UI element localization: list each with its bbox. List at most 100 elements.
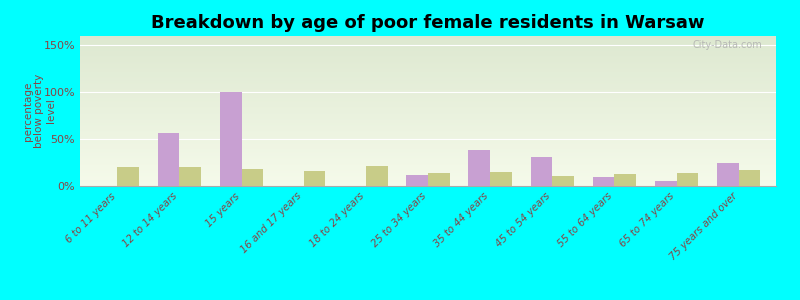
Bar bbox=[80, 105, 776, 106]
Bar bbox=[80, 132, 776, 134]
Bar bbox=[80, 158, 776, 159]
Bar bbox=[80, 81, 776, 82]
Bar bbox=[80, 60, 776, 61]
Bar bbox=[80, 148, 776, 150]
Bar bbox=[80, 165, 776, 166]
Text: City-Data.com: City-Data.com bbox=[692, 40, 762, 50]
Y-axis label: percentage
below poverty
level: percentage below poverty level bbox=[22, 74, 56, 148]
Bar bbox=[80, 156, 776, 158]
Bar bbox=[80, 66, 776, 68]
Bar bbox=[80, 164, 776, 165]
Bar bbox=[80, 57, 776, 58]
Bar bbox=[80, 87, 776, 88]
Bar bbox=[80, 76, 776, 78]
Bar bbox=[80, 93, 776, 94]
Bar bbox=[80, 42, 776, 44]
Bar bbox=[80, 144, 776, 146]
Bar bbox=[80, 84, 776, 86]
Bar bbox=[80, 142, 776, 144]
Bar bbox=[80, 130, 776, 132]
Bar bbox=[80, 58, 776, 60]
Bar bbox=[80, 138, 776, 140]
Bar bbox=[80, 153, 776, 154]
Bar bbox=[80, 51, 776, 52]
Bar bbox=[80, 92, 776, 93]
Bar bbox=[717, 163, 738, 186]
Bar bbox=[80, 99, 776, 100]
Bar bbox=[80, 150, 776, 152]
Bar bbox=[80, 90, 776, 92]
Bar bbox=[80, 85, 776, 87]
Bar bbox=[738, 170, 761, 186]
Bar bbox=[80, 74, 776, 75]
Bar bbox=[552, 176, 574, 186]
Bar bbox=[179, 167, 201, 186]
Bar bbox=[80, 112, 776, 114]
Bar bbox=[80, 120, 776, 122]
Bar bbox=[80, 64, 776, 66]
Bar bbox=[677, 173, 698, 186]
Bar bbox=[80, 45, 776, 46]
Bar bbox=[80, 75, 776, 76]
Bar bbox=[80, 36, 776, 38]
Bar bbox=[80, 116, 776, 117]
Bar bbox=[80, 69, 776, 70]
Bar bbox=[118, 167, 139, 186]
Bar bbox=[80, 126, 776, 128]
Bar bbox=[80, 136, 776, 138]
Bar bbox=[80, 63, 776, 64]
Bar bbox=[80, 110, 776, 111]
Bar bbox=[80, 102, 776, 104]
Bar bbox=[80, 168, 776, 170]
Bar bbox=[80, 152, 776, 153]
Bar bbox=[80, 56, 776, 57]
Bar bbox=[366, 166, 388, 186]
Bar bbox=[80, 106, 776, 108]
Bar bbox=[220, 92, 242, 186]
Bar bbox=[80, 114, 776, 116]
Bar bbox=[80, 124, 776, 126]
Bar bbox=[80, 88, 776, 90]
Bar bbox=[80, 129, 776, 130]
Bar bbox=[80, 98, 776, 99]
Bar bbox=[406, 175, 428, 186]
Bar bbox=[80, 78, 776, 80]
Bar bbox=[80, 72, 776, 74]
Bar bbox=[80, 118, 776, 120]
Bar bbox=[80, 44, 776, 45]
Bar bbox=[80, 117, 776, 118]
Bar bbox=[304, 171, 326, 186]
Bar bbox=[593, 177, 614, 186]
Bar bbox=[80, 141, 776, 142]
Bar bbox=[80, 147, 776, 148]
Bar bbox=[80, 128, 776, 129]
Bar bbox=[80, 134, 776, 135]
Bar bbox=[80, 167, 776, 168]
Bar bbox=[80, 61, 776, 63]
Bar bbox=[530, 157, 552, 186]
Bar bbox=[80, 68, 776, 69]
Bar bbox=[80, 180, 776, 182]
Bar bbox=[80, 162, 776, 164]
Bar bbox=[242, 169, 263, 186]
Bar bbox=[80, 135, 776, 136]
Bar bbox=[80, 140, 776, 141]
Bar bbox=[80, 171, 776, 172]
Bar bbox=[80, 54, 776, 56]
Bar bbox=[80, 103, 776, 105]
Bar bbox=[80, 177, 776, 178]
Bar bbox=[80, 38, 776, 39]
Bar bbox=[614, 174, 636, 186]
Bar bbox=[80, 82, 776, 84]
Bar bbox=[428, 173, 450, 186]
Bar bbox=[468, 150, 490, 186]
Bar bbox=[80, 123, 776, 124]
Bar bbox=[80, 146, 776, 147]
Bar bbox=[80, 111, 776, 112]
Bar bbox=[80, 40, 776, 42]
Bar bbox=[80, 182, 776, 183]
Bar bbox=[80, 169, 776, 171]
Bar bbox=[80, 70, 776, 72]
Title: Breakdown by age of poor female residents in Warsaw: Breakdown by age of poor female resident… bbox=[151, 14, 705, 32]
Bar bbox=[80, 160, 776, 162]
